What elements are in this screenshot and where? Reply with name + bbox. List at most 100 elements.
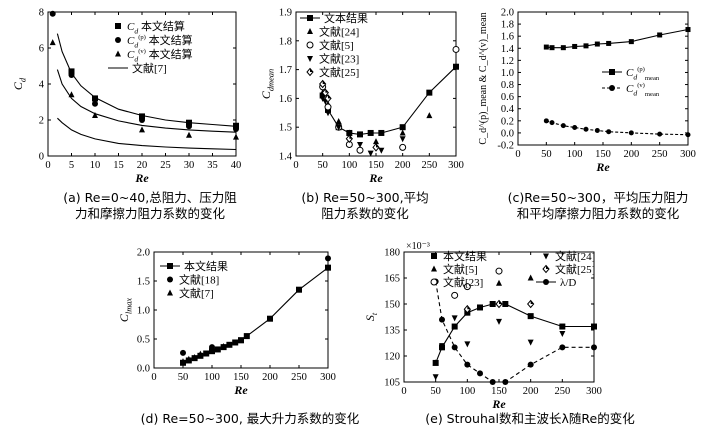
data-point (657, 32, 663, 38)
x-tick-label: 100 (567, 149, 583, 160)
legend-item: Cd(v) 本文结算 (115, 47, 193, 63)
y-tick-label: 0.4 (501, 104, 515, 115)
data-point (243, 333, 250, 340)
data-point (559, 323, 566, 330)
data-point (559, 344, 566, 351)
y-tick-label: 2 (39, 116, 44, 127)
data-point (399, 124, 406, 131)
legend-marker (307, 15, 313, 21)
legend-marker (609, 69, 615, 75)
legend-label: 文献[18] (179, 273, 219, 287)
caption-e: (e) Strouhal数和主波长λ随Re的变化 (370, 411, 690, 427)
series-a-1 (49, 10, 239, 132)
series-line (322, 66, 457, 135)
caption-a-line2: 力和摩擦力阻力系数的变化 (74, 206, 225, 221)
data-point (549, 120, 555, 126)
data-point (527, 361, 534, 368)
y-tick-label: 8 (39, 8, 44, 19)
series-b-1 (319, 89, 433, 145)
data-point (378, 129, 385, 136)
data-point (685, 27, 691, 33)
data-point (226, 341, 233, 348)
data-point (186, 123, 192, 130)
x-tick-label: 200 (395, 160, 411, 171)
data-point (399, 143, 407, 151)
data-point (180, 349, 186, 356)
x-tick-label: 250 (554, 386, 570, 397)
y-tick-label: 4 (39, 80, 45, 91)
data-point (373, 138, 379, 145)
series-b-3 (319, 95, 406, 157)
data-point (463, 283, 471, 291)
legend-label: 本文结果 (184, 259, 228, 273)
x-tick-label: 25 (160, 160, 171, 171)
legend-label: Cd(p) 本文结算 (127, 33, 193, 49)
y-tick-label: 1.0 (137, 306, 150, 317)
y-tick-label: 1.8 (501, 20, 514, 31)
legend-label: 文献[24] (555, 249, 595, 263)
y-axis-label: Cdmean (259, 69, 276, 99)
legend-label: 文献[7] (132, 61, 167, 75)
x-axis-label: Re (134, 171, 149, 185)
data-point (356, 146, 364, 154)
caption-b-line1: (b) Re=50~300,平均 (301, 190, 429, 205)
data-point (560, 123, 566, 129)
data-point (335, 124, 342, 131)
data-point (495, 267, 503, 275)
x-axis-label: Re (491, 397, 506, 411)
legend-item: 本文结果 (160, 259, 228, 273)
legend-marker (167, 263, 173, 269)
legend-item: 文献[7] (167, 286, 214, 300)
series-line (56, 69, 237, 133)
data-point (628, 130, 634, 136)
legend-label: Cd(p)mean (626, 66, 660, 82)
legend-label: 文献[5] (319, 38, 354, 52)
data-point (628, 39, 634, 45)
y-tick-label: 150 (384, 300, 400, 311)
legend-marker (306, 41, 314, 49)
legend-item: 文献[23] (307, 52, 359, 66)
y-tick-label: 2.0 (501, 8, 514, 19)
y-tick-label: 135 (384, 326, 400, 337)
data-point (591, 344, 597, 351)
data-point (185, 355, 192, 362)
legend-item: 文献[7] (108, 61, 167, 75)
x-tick-label: 200 (623, 149, 639, 160)
chart-b: 0 50 100 150 200 250 300 1.4 1.5 1.6 1.7 1.8 1.9 Re Cd… (259, 8, 464, 186)
y-tick-label: 1.9 (279, 8, 292, 19)
series-line (546, 120, 689, 136)
x-tick-label: 200 (523, 386, 539, 397)
legend-label: 文本结果 (324, 11, 368, 25)
data-point (367, 129, 374, 136)
data-point (267, 315, 273, 322)
data-point (559, 330, 566, 337)
caption-a: (a) Re=0~40,总阻力、压力阻 力和摩擦力阻力系数的变化 (30, 190, 270, 222)
data-point (432, 359, 439, 366)
data-point (232, 339, 239, 346)
legend-marker (306, 67, 314, 77)
data-point (657, 131, 663, 137)
data-point (209, 347, 215, 354)
legend-item: 文献[24] (307, 25, 359, 39)
caption-e-line1: (e) Strouhal数和主波长λ随Re的变化 (425, 411, 635, 426)
series-c-0 (543, 27, 691, 51)
data-point (496, 318, 502, 325)
y-axis-label-text: Cd (11, 77, 28, 90)
data-point (451, 323, 458, 330)
chart-d: 0 50 100 150 200 250 300 0.0 0.5 1.0 1.5 2.0 Re Clmax… (117, 248, 336, 398)
data-point (426, 89, 433, 96)
y-tick-label: 0.2 (501, 116, 514, 127)
x-tick-label: 250 (652, 149, 668, 160)
data-point (560, 45, 566, 51)
legend-item: 文献[5] (431, 262, 478, 276)
data-point (233, 126, 239, 132)
plot-frame-c (517, 11, 689, 146)
data-point (324, 94, 332, 103)
data-point (319, 79, 327, 89)
legend-label: 文献[23] (319, 52, 359, 66)
x-tick-label: 50 (430, 386, 441, 397)
y-tick-label: 1.5 (137, 277, 150, 288)
series-e-5 (451, 267, 503, 299)
data-point (451, 315, 458, 322)
